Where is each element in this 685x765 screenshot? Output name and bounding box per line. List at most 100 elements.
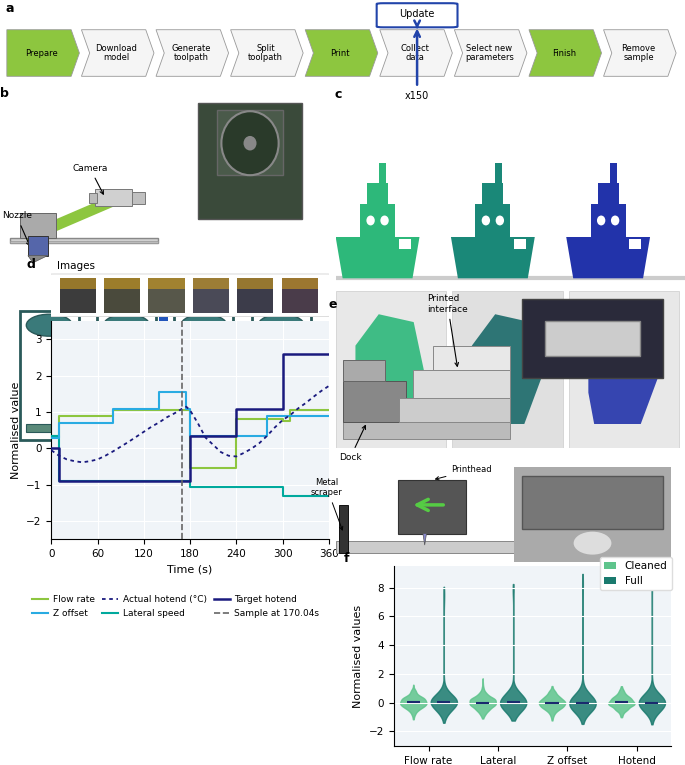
- Bar: [20, 213, 56, 238]
- Bar: [475, 204, 510, 237]
- Polygon shape: [379, 30, 452, 76]
- Bar: [434, 346, 510, 370]
- Polygon shape: [451, 237, 535, 278]
- Text: d: d: [27, 258, 36, 271]
- Circle shape: [244, 136, 256, 151]
- Text: Printed
interface: Printed interface: [427, 295, 468, 366]
- Text: Generate
toolpath: Generate toolpath: [171, 44, 211, 63]
- Bar: [89, 193, 97, 203]
- Text: b: b: [0, 87, 9, 100]
- Text: e: e: [329, 298, 337, 311]
- Bar: [193, 278, 229, 288]
- Text: Remove
sample: Remove sample: [621, 44, 656, 63]
- Bar: [95, 190, 132, 206]
- Bar: [258, 424, 304, 431]
- Polygon shape: [629, 239, 641, 249]
- Circle shape: [611, 216, 619, 226]
- Polygon shape: [336, 237, 419, 278]
- Bar: [104, 278, 140, 313]
- Text: a: a: [5, 2, 14, 15]
- Circle shape: [258, 314, 304, 336]
- Bar: [97, 311, 156, 440]
- Circle shape: [597, 216, 606, 226]
- Circle shape: [181, 314, 227, 336]
- Bar: [60, 278, 96, 288]
- Text: Nozzle: Nozzle: [1, 211, 32, 246]
- Bar: [522, 476, 663, 529]
- Polygon shape: [28, 256, 48, 263]
- Bar: [342, 360, 384, 381]
- Circle shape: [221, 111, 279, 175]
- Polygon shape: [356, 314, 425, 424]
- Polygon shape: [423, 534, 427, 545]
- FancyBboxPatch shape: [49, 274, 332, 317]
- Text: Finish: Finish: [552, 48, 576, 57]
- Polygon shape: [231, 30, 303, 76]
- Text: Images: Images: [57, 261, 95, 271]
- Bar: [218, 110, 282, 175]
- Bar: [28, 236, 48, 256]
- Polygon shape: [454, 30, 527, 76]
- Circle shape: [26, 314, 73, 336]
- Bar: [336, 291, 447, 448]
- Text: Printhead: Printhead: [436, 465, 492, 480]
- Bar: [379, 163, 386, 184]
- Circle shape: [496, 216, 504, 226]
- Bar: [181, 424, 227, 431]
- Polygon shape: [566, 237, 650, 278]
- FancyBboxPatch shape: [377, 3, 458, 28]
- Polygon shape: [529, 30, 601, 76]
- Polygon shape: [399, 239, 411, 249]
- Bar: [198, 103, 302, 219]
- Y-axis label: Normalised value: Normalised value: [11, 382, 21, 479]
- Polygon shape: [588, 314, 658, 424]
- Bar: [495, 163, 501, 184]
- Bar: [149, 278, 184, 288]
- Bar: [160, 291, 168, 448]
- Bar: [336, 542, 514, 552]
- Bar: [10, 241, 158, 243]
- Bar: [282, 278, 318, 313]
- Text: Camera: Camera: [73, 164, 108, 194]
- Polygon shape: [7, 30, 79, 76]
- Text: Collect
data: Collect data: [401, 44, 429, 63]
- Bar: [367, 184, 388, 204]
- Circle shape: [366, 216, 375, 226]
- Text: Split
toolpath: Split toolpath: [248, 44, 283, 63]
- Text: Print: Print: [330, 48, 350, 57]
- Polygon shape: [156, 30, 229, 76]
- Text: Download
model: Download model: [96, 44, 138, 63]
- Bar: [237, 278, 273, 288]
- Bar: [399, 398, 510, 422]
- Polygon shape: [603, 30, 676, 76]
- Circle shape: [482, 216, 490, 226]
- Bar: [339, 505, 348, 552]
- Bar: [26, 424, 73, 431]
- Bar: [237, 278, 273, 313]
- Bar: [569, 291, 679, 448]
- Bar: [342, 422, 510, 439]
- Bar: [149, 278, 184, 313]
- Text: Dock: Dock: [339, 425, 366, 462]
- Bar: [412, 370, 510, 398]
- Polygon shape: [514, 239, 526, 249]
- Y-axis label: Normalised values: Normalised values: [353, 604, 363, 708]
- Bar: [251, 311, 311, 440]
- Bar: [360, 204, 395, 237]
- Polygon shape: [82, 30, 154, 76]
- Text: Select new
parameters: Select new parameters: [465, 44, 514, 63]
- Bar: [610, 163, 617, 184]
- Bar: [60, 278, 96, 313]
- Bar: [132, 191, 145, 204]
- Legend: Flow rate, Z offset, Actual hotend (°C), Lateral speed, Target hotend, Sample at: Flow rate, Z offset, Actual hotend (°C),…: [28, 592, 323, 621]
- Bar: [104, 278, 140, 288]
- Bar: [452, 291, 562, 448]
- Bar: [482, 184, 503, 204]
- Bar: [174, 311, 234, 440]
- Text: Prepare: Prepare: [25, 48, 58, 57]
- Text: f: f: [344, 552, 349, 565]
- Bar: [103, 424, 149, 431]
- Polygon shape: [306, 30, 377, 76]
- Circle shape: [573, 532, 612, 555]
- Bar: [20, 311, 79, 440]
